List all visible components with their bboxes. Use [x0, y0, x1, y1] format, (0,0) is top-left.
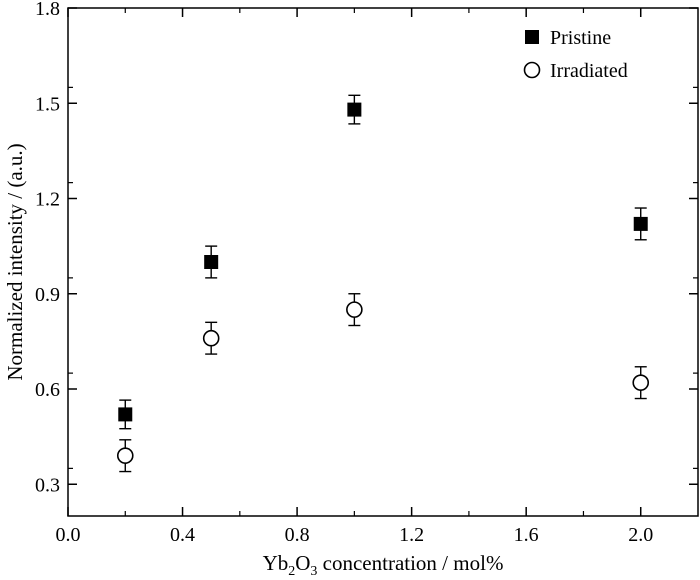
y-axis-label: Normalized intensity / (a.u.)	[3, 143, 27, 380]
irradiated-point	[346, 301, 363, 318]
x-tick-label: 0.4	[170, 524, 195, 546]
y-tick-label: 0.9	[35, 284, 60, 306]
x-tick-label: 0.0	[56, 524, 81, 546]
legend-marker	[525, 30, 539, 44]
y-tick-label: 0.6	[35, 379, 60, 401]
axis-ticks	[67, 7, 698, 516]
x-tick-label: 0.8	[285, 524, 310, 546]
x-axis-label: Yb2O3 concentration / mol%	[263, 551, 504, 579]
legend: Pristine Irradiated	[523, 27, 628, 82]
x-tick-label: 1.2	[399, 524, 424, 546]
irradiated-point	[116, 447, 134, 464]
pristine-point	[347, 102, 362, 117]
pristine-point	[118, 407, 133, 422]
pristine-point	[204, 255, 219, 269]
plot-frame	[67, 7, 699, 517]
data-points	[116, 94, 650, 473]
y-tick-label: 1.8	[35, 0, 60, 20]
x-tick-label: 2.0	[628, 524, 653, 546]
irradiated-point	[202, 329, 220, 347]
y-tick-label: 1.2	[35, 189, 60, 211]
pristine-point	[633, 216, 648, 231]
y-tick-label: 1.5	[35, 93, 60, 115]
x-tick-label: 1.6	[514, 524, 539, 546]
legend-marker	[523, 61, 541, 79]
legend-label: Pristine	[550, 27, 611, 49]
y-tick-label: 0.3	[35, 474, 60, 496]
irradiated-point	[632, 374, 650, 391]
legend-label: Irradiated	[550, 60, 628, 82]
axis-tick-labels: 0.0 0.4 0.8 1.2 1.6 2.0 0.3 0.6 0.9 1.2 1.5 1.8	[35, 0, 653, 546]
